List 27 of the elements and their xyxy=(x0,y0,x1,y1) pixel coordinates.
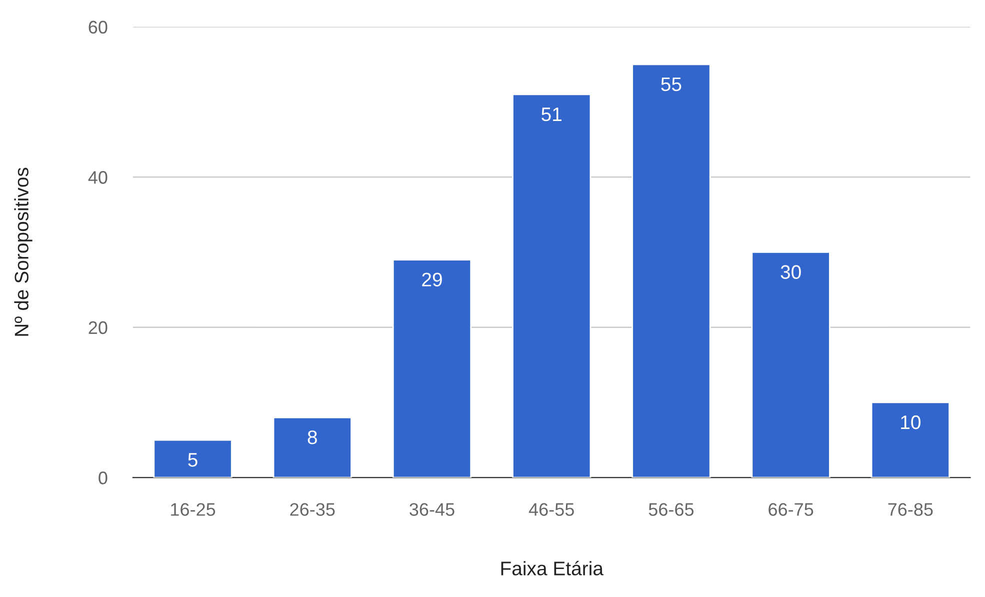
bar xyxy=(870,402,950,478)
bar xyxy=(632,64,711,478)
data-label: 30 xyxy=(780,265,801,279)
data-label: 5 xyxy=(188,453,198,467)
x-tick-label: 16-25 xyxy=(171,503,216,516)
data-label: 10 xyxy=(901,415,920,430)
bar xyxy=(751,252,830,478)
x-tick-label: 66-75 xyxy=(768,503,814,516)
x-tick-label: 26-35 xyxy=(290,503,335,516)
data-label: 55 xyxy=(661,78,682,92)
x-tick-label: 56-65 xyxy=(648,503,694,516)
bar xyxy=(153,439,232,478)
y-tick-label: 20 xyxy=(88,321,108,334)
bar xyxy=(272,416,352,478)
y-tick-label: 0 xyxy=(98,472,108,484)
y-axis-title: Nº de Soropositivos xyxy=(14,168,32,336)
data-label: 51 xyxy=(542,108,562,122)
y-tick-label: 40 xyxy=(88,171,108,184)
data-label: 8 xyxy=(308,430,317,444)
x-axis-title: Faixa Etária xyxy=(501,560,604,576)
x-tick-label: 36-45 xyxy=(410,503,454,516)
y-tick-label: 60 xyxy=(88,20,108,34)
bar xyxy=(392,259,472,478)
data-label: 29 xyxy=(422,272,442,286)
x-tick-label: 76-85 xyxy=(888,503,933,516)
x-tick-label: 46-55 xyxy=(528,503,574,516)
bar xyxy=(512,94,592,478)
